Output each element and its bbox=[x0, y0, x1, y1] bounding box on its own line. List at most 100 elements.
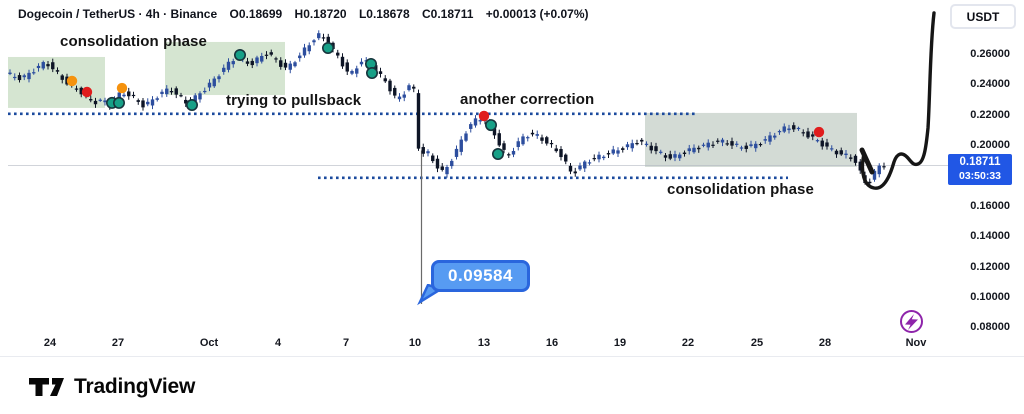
candle bbox=[773, 135, 777, 138]
candle bbox=[644, 143, 649, 145]
bar-countdown: 03:50:33 bbox=[958, 169, 1002, 182]
candle bbox=[825, 142, 829, 147]
candle bbox=[226, 61, 231, 70]
teal-marker-dot[interactable] bbox=[491, 148, 504, 161]
candle bbox=[478, 120, 482, 122]
annotation-consolidation-phase-2[interactable]: consolidation phase bbox=[667, 181, 814, 198]
annotation-trying-to-pullsback[interactable]: trying to pullsback bbox=[226, 92, 362, 109]
price-axis[interactable]: 0.26000 0.24000 0.22000 0.20000 0.16000 0.140… bbox=[948, 0, 1024, 340]
candle bbox=[255, 57, 259, 64]
candle bbox=[872, 170, 877, 180]
ohlc-open: O0.18699 bbox=[229, 7, 283, 21]
candle bbox=[260, 55, 264, 62]
candle bbox=[231, 61, 235, 65]
teal-marker-dot[interactable] bbox=[365, 67, 378, 80]
candle bbox=[839, 150, 843, 155]
price-axis-label: 0.24000 bbox=[970, 78, 1010, 90]
hand-drawn-breakout-curve[interactable] bbox=[848, 0, 960, 200]
candle bbox=[849, 157, 853, 159]
candle bbox=[212, 78, 216, 87]
candle bbox=[17, 75, 22, 81]
candle bbox=[782, 126, 786, 132]
candlestick-chart[interactable] bbox=[0, 0, 950, 345]
time-axis[interactable]: 24 27 Oct 4 7 10 13 16 19 22 25 28 Nov bbox=[0, 337, 1024, 355]
candle bbox=[858, 161, 862, 171]
price-axis-label: 0.08000 bbox=[970, 321, 1010, 333]
candle bbox=[716, 140, 720, 142]
candle bbox=[659, 151, 663, 153]
candle bbox=[160, 91, 164, 95]
time-axis-label: 4 bbox=[274, 337, 282, 349]
candle bbox=[136, 100, 140, 102]
teal-marker-dot[interactable] bbox=[321, 42, 334, 55]
consolidation-zone-box[interactable] bbox=[8, 56, 105, 108]
last-price-badge[interactable]: 0.18711 03:50:33 bbox=[948, 154, 1012, 185]
candle bbox=[568, 165, 573, 172]
candle bbox=[288, 63, 292, 70]
tradingview-logo-text: TradingView bbox=[74, 375, 196, 398]
crash-low-callout[interactable]: 0.09584 bbox=[431, 260, 530, 292]
red-marker-dot[interactable] bbox=[813, 126, 825, 138]
candle bbox=[184, 99, 188, 104]
time-axis-label: 10 bbox=[408, 337, 422, 349]
candle bbox=[245, 61, 250, 64]
candle bbox=[777, 131, 782, 133]
orange-marker-dot[interactable] bbox=[116, 82, 128, 94]
candle bbox=[103, 100, 107, 103]
candle bbox=[507, 154, 511, 156]
candle bbox=[203, 90, 207, 93]
candle bbox=[697, 147, 701, 150]
candle bbox=[55, 70, 60, 72]
teal-marker-dot[interactable] bbox=[484, 119, 497, 132]
candle bbox=[141, 100, 145, 108]
teal-marker-dot[interactable] bbox=[234, 48, 247, 61]
candle bbox=[421, 147, 425, 154]
annotation-consolidation-phase-1[interactable]: consolidation phase bbox=[60, 33, 207, 50]
candle bbox=[359, 61, 364, 65]
candle bbox=[597, 154, 601, 160]
candle bbox=[530, 132, 535, 135]
candle bbox=[412, 86, 416, 89]
candle bbox=[853, 155, 858, 163]
lightning-icon[interactable] bbox=[897, 307, 926, 336]
candle bbox=[51, 62, 55, 70]
annotation-another-correction[interactable]: another correction bbox=[460, 91, 595, 108]
candle bbox=[350, 70, 354, 74]
candle bbox=[811, 134, 815, 137]
candle bbox=[806, 131, 810, 138]
candle bbox=[198, 93, 202, 100]
tradingview-logo[interactable]: TradingView bbox=[28, 375, 195, 399]
currency-toggle-button[interactable]: USDT bbox=[950, 4, 1016, 29]
candle bbox=[578, 165, 582, 170]
candle bbox=[464, 133, 468, 141]
footer-separator bbox=[0, 356, 1024, 357]
candle bbox=[41, 62, 45, 69]
candle bbox=[801, 132, 805, 134]
candle bbox=[22, 75, 26, 78]
candle bbox=[754, 143, 758, 149]
consolidation-zone-box[interactable] bbox=[645, 112, 857, 167]
candle bbox=[725, 143, 729, 145]
candle bbox=[758, 143, 763, 146]
candle bbox=[844, 153, 848, 156]
candle bbox=[378, 71, 383, 74]
candle bbox=[635, 143, 639, 145]
candle bbox=[74, 88, 79, 90]
candle bbox=[868, 181, 872, 184]
candle bbox=[573, 171, 577, 174]
candle bbox=[326, 36, 330, 47]
candle bbox=[521, 136, 525, 145]
candle bbox=[820, 140, 824, 147]
candle bbox=[730, 141, 734, 146]
candle bbox=[435, 158, 440, 169]
red-marker-dot[interactable] bbox=[478, 110, 490, 122]
candle bbox=[668, 154, 672, 159]
teal-marker-dot[interactable] bbox=[113, 96, 126, 109]
teal-marker-dot[interactable] bbox=[186, 99, 199, 112]
candle bbox=[307, 45, 311, 52]
candle bbox=[469, 124, 473, 129]
candle bbox=[602, 156, 606, 159]
orange-marker-dot[interactable] bbox=[66, 75, 78, 87]
red-marker-dot[interactable] bbox=[81, 86, 93, 98]
